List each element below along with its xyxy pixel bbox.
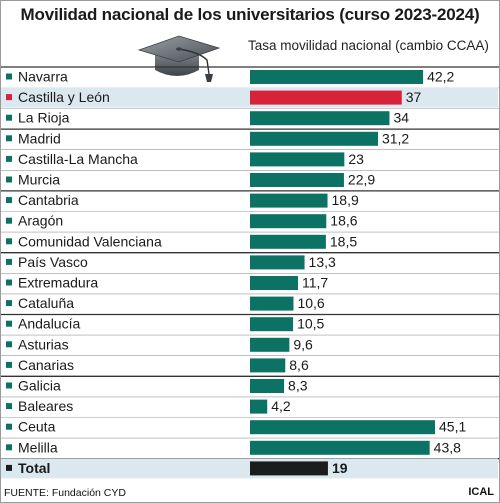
value-label: 8,6 [289,357,309,373]
legend-square-marker [6,361,12,368]
value-label: 13,3 [309,254,336,270]
bar [250,193,328,208]
category-label: Comunidad Valenciana [18,233,162,249]
legend-square-marker [6,176,12,183]
value-label: 19 [332,460,348,476]
chart-subtitle: Tasa movilidad nacional (cambio CCAA) [248,38,489,53]
legend-square-marker [6,73,12,80]
value-label: 31,2 [382,130,409,146]
value-label: 34 [393,110,409,126]
value-label: 22,9 [348,172,375,188]
value-label: 9,6 [293,336,313,352]
value-label: 4,2 [271,398,291,414]
value-label: 11,7 [302,275,328,291]
bar [250,296,294,311]
legend-square-marker [6,382,12,389]
bar [250,276,298,290]
category-label: Castilla-La Mancha [18,151,138,167]
legend-square-marker [6,135,12,142]
legend-square-marker [6,423,12,430]
category-label: Cantabria [18,192,79,208]
legend-square-marker [6,94,12,101]
category-label: Melilla [18,439,58,455]
value-label: 18,5 [330,233,357,249]
highlight-row-band [1,458,498,479]
legend-square-marker [6,464,12,471]
category-label: Murcia [18,172,60,188]
bar [250,152,345,167]
bar [250,214,327,229]
bar [250,173,344,187]
chart-title: Movilidad nacional de los universitarios… [20,5,480,24]
bar [250,90,402,105]
bar [250,234,326,249]
bar [250,420,435,435]
legend-square-marker [6,155,12,162]
value-label: 37 [406,89,422,105]
bar [250,440,430,455]
category-label: Andalucía [18,316,80,332]
legend-square-marker [6,300,12,307]
value-label: 18,6 [330,213,357,229]
category-label: Total [18,460,50,476]
legend-square-marker [6,279,12,286]
legend-square-marker [6,217,12,224]
legend-square-marker [6,238,12,245]
category-label: Madrid [18,130,61,146]
bar [250,399,268,414]
bar [250,379,285,393]
bar [250,255,305,270]
category-label: La Rioja [18,110,70,126]
category-label: Aragón [18,213,63,229]
value-label: 45,1 [439,419,466,435]
bar [250,337,290,352]
legend-square-marker [6,258,12,265]
bar [250,358,286,373]
category-label: Ceuta [18,419,56,435]
value-label: 10,6 [297,295,324,311]
bar [250,317,294,332]
category-label: Cataluña [18,295,74,311]
category-label: Galicia [18,378,61,394]
legend-square-marker [6,341,12,348]
value-label: 42,2 [427,69,454,85]
value-label: 43,8 [434,439,461,455]
legend-square-marker [6,444,12,451]
legend-square-marker [6,320,12,327]
value-label: 23 [348,151,364,167]
bar [250,70,424,84]
category-label: Baleares [18,398,73,414]
value-label: 10,5 [297,316,324,332]
category-label: Extremadura [18,275,98,291]
legend-square-marker [6,114,12,121]
bar [250,461,328,476]
legend-square-marker [6,197,12,204]
bar [250,111,390,126]
category-label: Asturias [18,336,69,352]
legend-square-marker [6,403,12,410]
category-label: País Vasco [18,254,88,270]
source-note: FUENTE: Fundación CYD [4,487,126,499]
category-label: Navarra [18,69,68,85]
value-label: 18,9 [332,192,359,208]
brand-logo: ICAL [468,486,494,498]
category-label: Castilla y León [18,89,110,105]
category-label: Canarias [18,357,74,373]
value-label: 8,3 [288,378,308,394]
graduation-cap-icon [137,35,221,82]
bar [250,131,378,146]
